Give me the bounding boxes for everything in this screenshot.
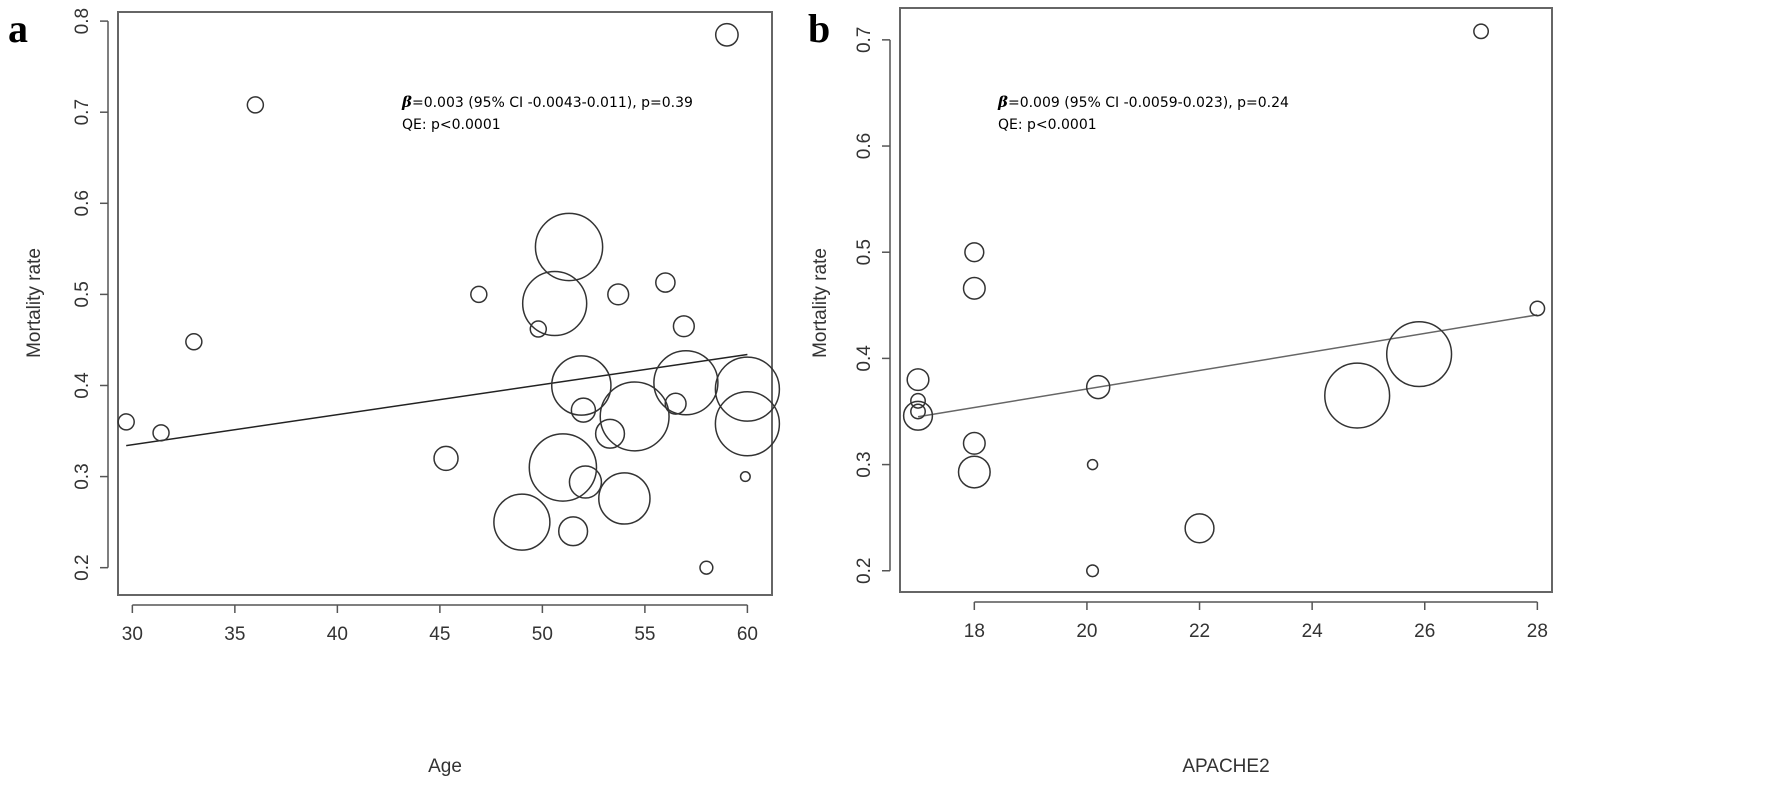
data-point-bubble [699,560,714,575]
x-tick-label: 30 [122,624,143,645]
data-point-bubble [1473,23,1490,40]
panel-b-scatter: b APACHE2 Mortality rate β=0.009 (95% CI… [808,6,1553,777]
data-point-bubble [598,472,651,525]
panel-a-beta-annotation: β=0.003 (95% CI -0.0043-0.011), p=0.39 [401,93,693,111]
data-point-bubble [521,270,588,337]
y-tick-label: 0.6 [72,190,93,216]
panel-b-plot-frame [899,7,1553,593]
panel-a-qe-annotation: QE: p<0.0001 [402,117,501,133]
data-point-bubble [185,333,203,351]
data-point-bubble [902,400,934,431]
data-point-bubble [714,22,739,47]
panel-b-qe-annotation: QE: p<0.0001 [998,117,1097,133]
data-point-bubble [1324,362,1391,429]
y-tick-label: 0.4 [854,345,875,372]
data-point-bubble [117,413,135,431]
data-point-bubble [1085,374,1111,400]
y-tick-label: 0.7 [854,27,875,53]
data-point-bubble [1086,564,1100,578]
y-tick-label: 0.2 [854,558,875,584]
panel-b-regression-line [917,314,1538,418]
data-point-bubble [910,392,926,409]
y-tick-label: 0.5 [854,239,875,265]
data-point-bubble [568,465,603,499]
data-point-bubble [1529,300,1546,317]
data-point-bubble [1184,513,1215,544]
data-point-bubble [714,390,781,457]
panel-b-letter: b [808,6,830,51]
y-tick-label: 0.8 [72,8,93,34]
data-point-bubble [962,276,986,300]
x-tick-label: 40 [327,624,348,645]
data-point-bubble [570,397,597,423]
data-point-bubble [672,315,695,338]
data-point-bubble [962,431,986,455]
panel-a-x-axis-title: Age [428,756,462,777]
data-point-bubble [910,403,926,420]
x-tick-label: 20 [1076,621,1097,642]
panel-b-x-axis-title: APACHE2 [1182,756,1269,777]
x-tick-label: 22 [1189,621,1210,642]
x-tick-label: 45 [429,624,450,645]
x-tick-label: 50 [532,624,553,645]
panel-a-y-axis-title: Mortality rate [24,248,45,358]
x-tick-label: 18 [964,621,985,642]
data-point-bubble [906,368,930,392]
x-tick-label: 28 [1527,621,1548,642]
data-point-bubble [493,493,551,551]
x-tick-label: 35 [224,624,245,645]
y-tick-label: 0.4 [72,372,93,399]
data-point-bubble [607,283,630,306]
panel-a-plot-frame [117,11,773,596]
y-tick-label: 0.6 [854,133,875,159]
data-point-bubble [470,285,488,304]
data-point-bubble [594,418,626,449]
data-point-bubble [534,212,604,282]
data-point-bubble [529,320,548,338]
y-tick-label: 0.3 [854,451,875,477]
x-tick-label: 26 [1414,621,1435,642]
y-tick-label: 0.3 [72,463,93,489]
data-point-bubble [964,242,985,263]
x-tick-label: 24 [1302,621,1324,642]
data-point-bubble [957,455,991,489]
data-point-bubble [739,471,751,483]
data-point-bubble [1385,321,1453,388]
data-point-bubble [664,392,687,415]
data-point-bubble [246,96,265,114]
data-point-bubble [557,516,589,547]
data-point-bubble [1086,458,1099,471]
data-point-bubble [714,356,781,422]
y-tick-label: 0.2 [72,554,93,580]
panel-a-letter: a [8,6,28,51]
data-point-bubble [599,381,670,452]
y-tick-label: 0.7 [72,99,93,125]
panel-a-scatter: a Age Mortality rate β=0.003 (95% CI -0.… [8,6,781,777]
x-tick-label: 60 [737,624,758,645]
panel-a-regression-line [126,353,748,447]
panel-b-y-axis-title: Mortality rate [810,248,831,358]
data-point-bubble [655,272,676,293]
y-tick-label: 0.5 [72,281,93,307]
data-point-bubble [550,355,612,416]
panel-b-beta-annotation: β=0.009 (95% CI -0.0059-0.023), p=0.24 [997,93,1289,111]
data-point-bubble [433,445,459,472]
data-point-bubble [653,350,719,416]
data-point-bubble [528,433,598,502]
data-point-bubble [152,424,170,442]
x-tick-label: 55 [634,624,655,645]
